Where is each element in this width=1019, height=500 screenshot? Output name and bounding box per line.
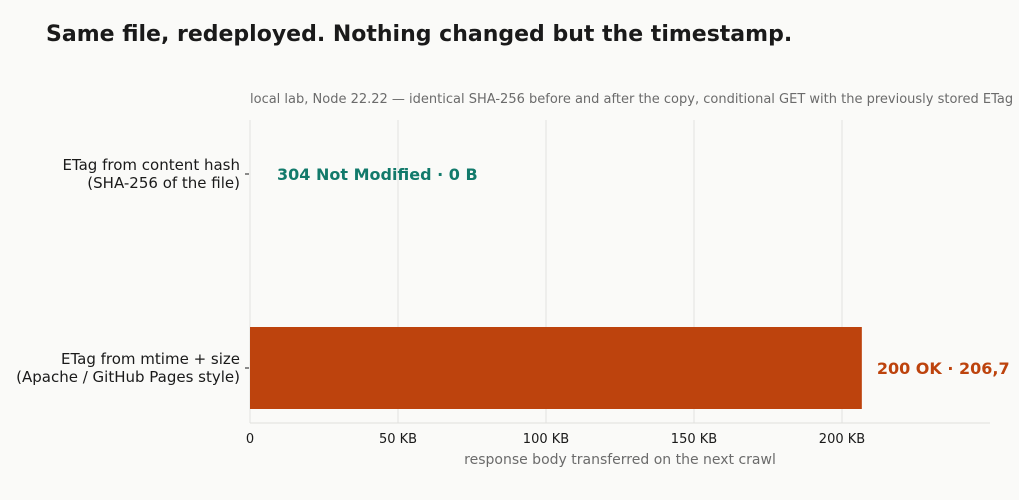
data-label: 200 OK · 206,7 (877, 359, 1010, 378)
category-label: ETag from mtime + size (Apache / GitHub P… (16, 350, 240, 386)
bar (250, 327, 862, 409)
category-label: ETag from content hash (SHA-256 of the fi… (62, 156, 240, 192)
x-tick-label: 50 KB (379, 432, 417, 447)
bars (250, 327, 862, 409)
axes (245, 173, 990, 424)
x-axis-label: response body transferred on the next cr… (464, 452, 776, 468)
labels: 0 50 KB 100 KB 150 KB 200 KB ETag from conten… (16, 156, 1010, 447)
chart-subtitle: local lab, Node 22.22 — identical SHA-25… (250, 92, 1013, 107)
chart-title: Same file, redeployed. Nothing changed b… (46, 22, 792, 47)
x-tick-label: 0 (246, 432, 254, 447)
x-tick-label: 200 KB (819, 432, 865, 447)
data-label: 304 Not Modified · 0 B (277, 165, 478, 184)
x-tick-label: 100 KB (523, 432, 569, 447)
x-tick-label: 150 KB (671, 432, 717, 447)
